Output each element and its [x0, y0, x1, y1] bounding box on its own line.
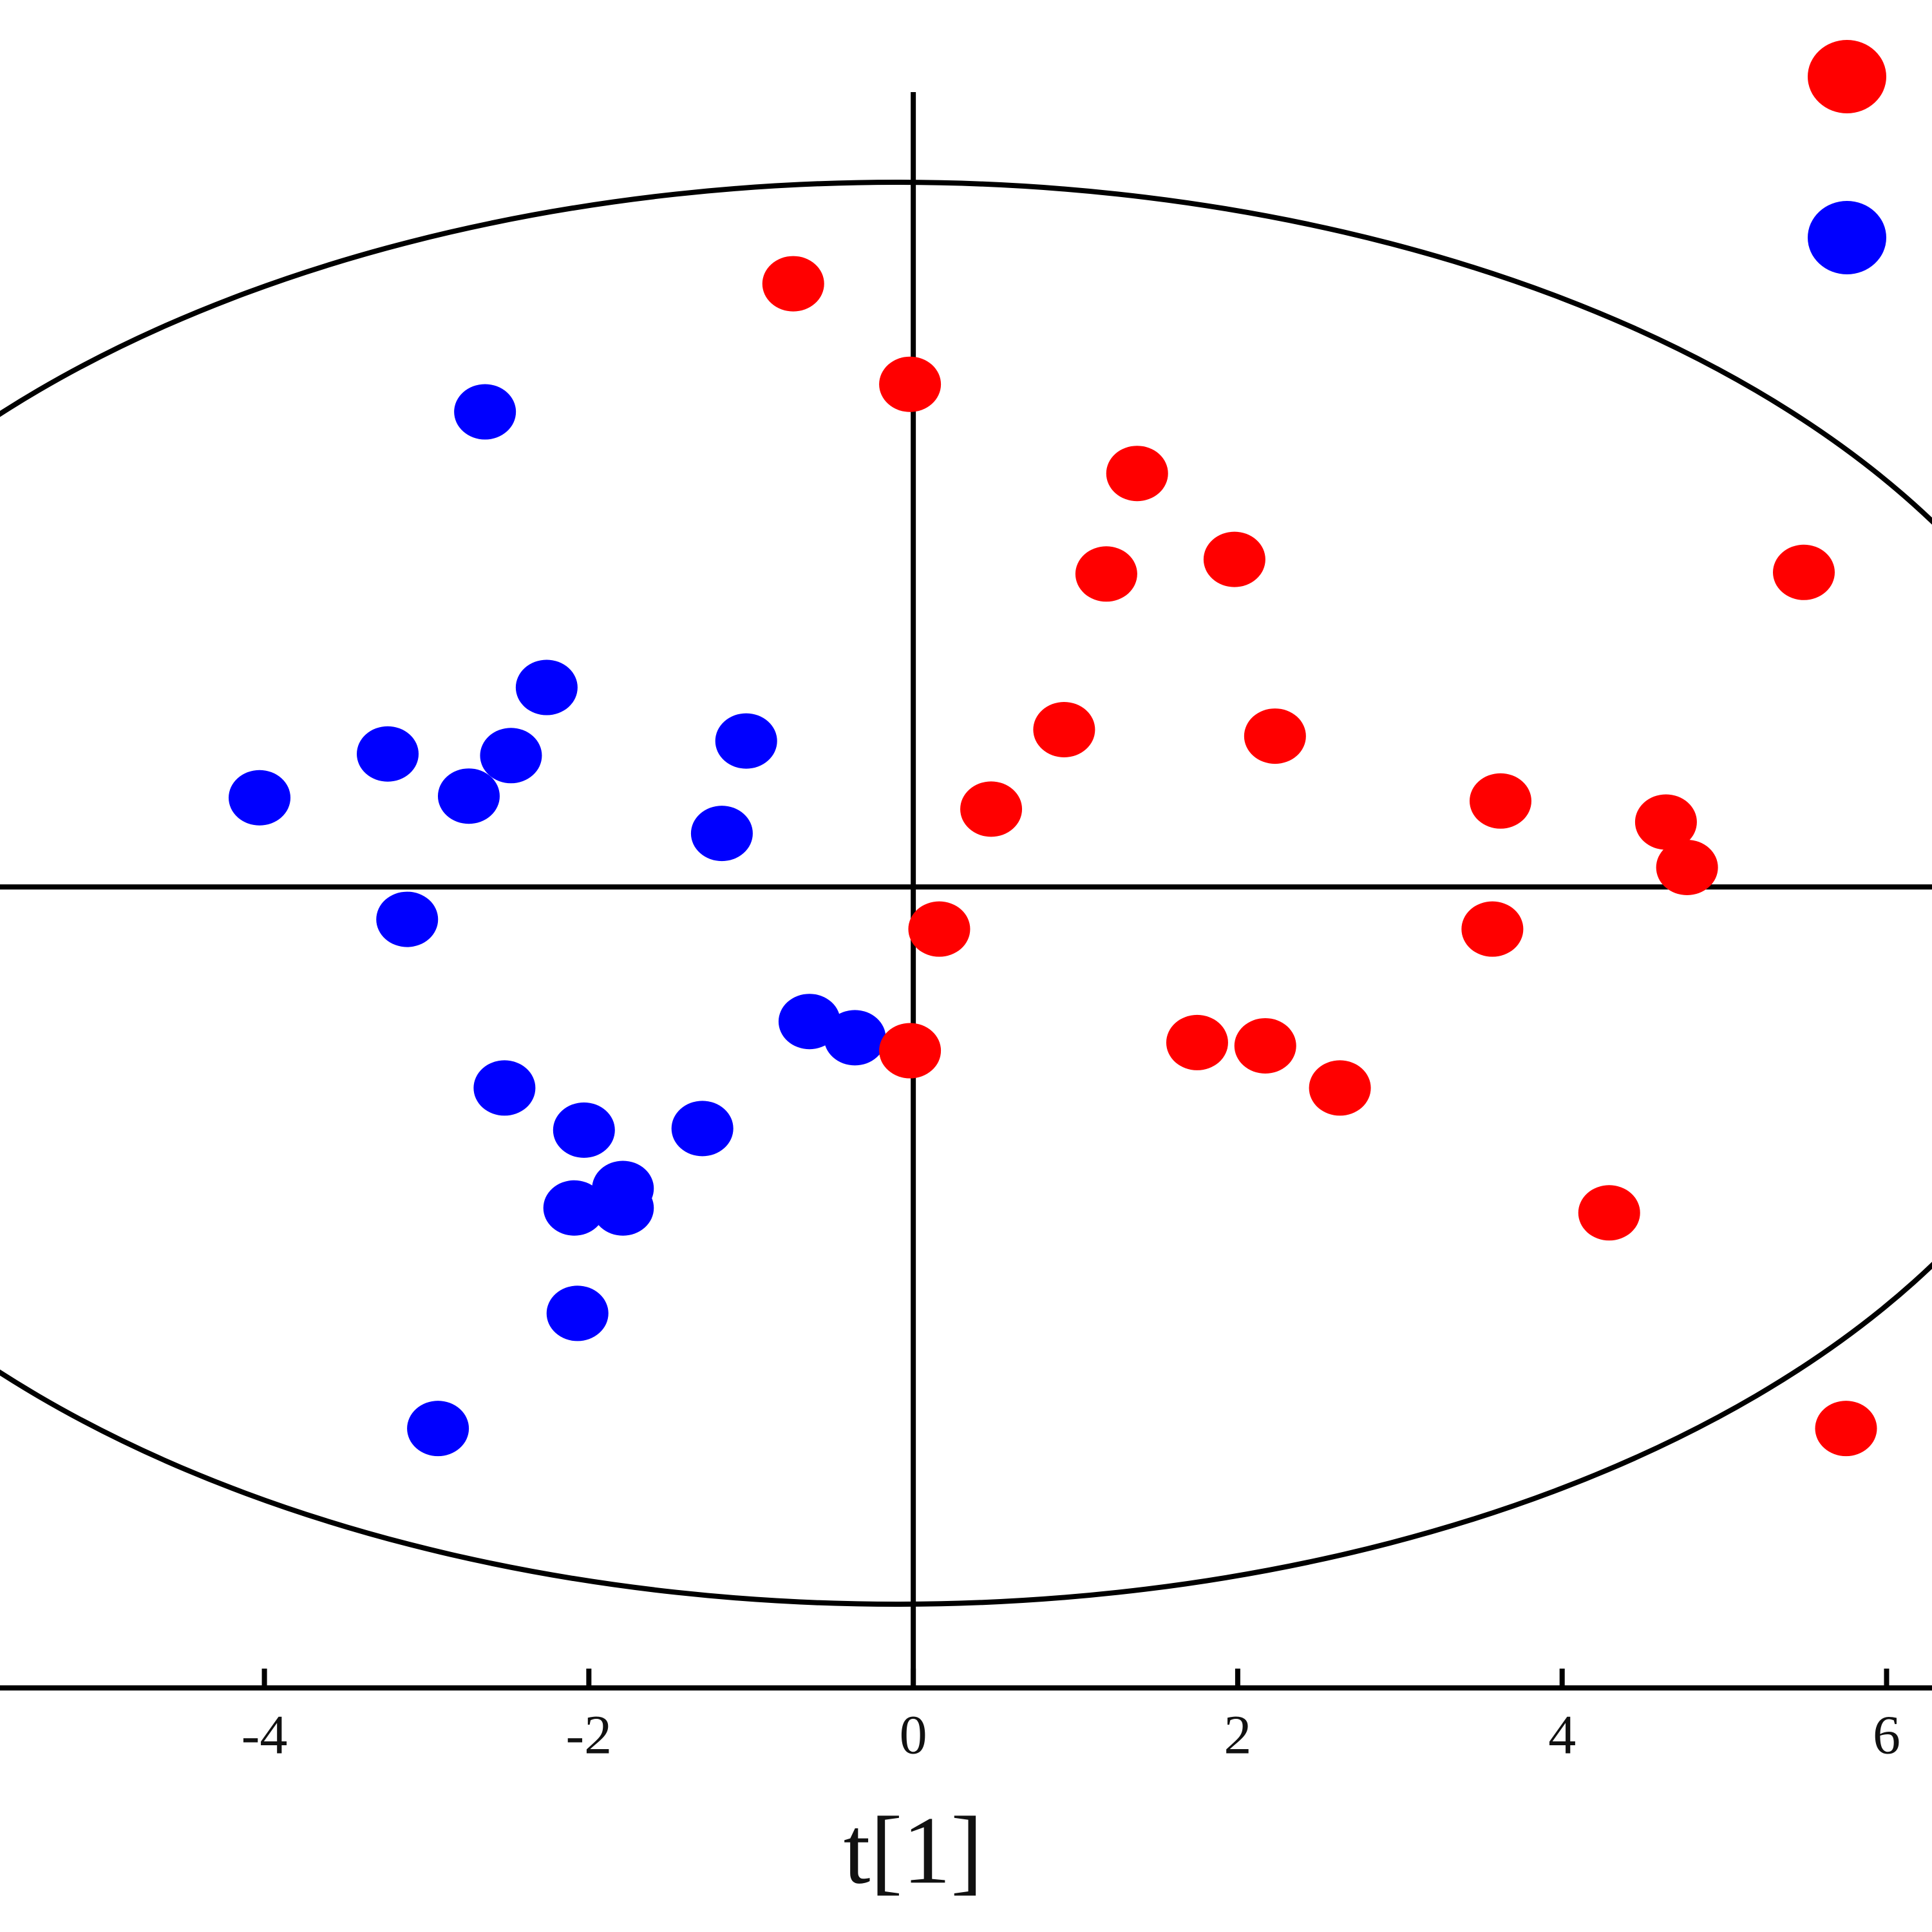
point	[1234, 1018, 1296, 1074]
point	[1815, 1401, 1877, 1457]
point	[1461, 901, 1524, 957]
point	[1578, 1185, 1640, 1241]
point	[690, 806, 753, 862]
point	[592, 1180, 654, 1236]
confidence-ellipse	[0, 180, 1932, 1607]
point	[546, 1285, 609, 1341]
point	[671, 1101, 734, 1157]
x-tick-label: 4	[1548, 1704, 1576, 1766]
point	[1203, 531, 1265, 587]
point	[437, 768, 500, 824]
x-tick-label: 6	[1873, 1704, 1900, 1766]
point	[376, 891, 439, 947]
point	[543, 1180, 605, 1236]
point	[454, 384, 516, 440]
point	[1773, 544, 1835, 600]
point	[824, 1010, 886, 1066]
x-tick-label: 2	[1224, 1704, 1251, 1766]
point	[1634, 794, 1697, 850]
point	[357, 726, 419, 782]
point	[1033, 701, 1095, 757]
point	[1309, 1060, 1371, 1116]
point	[960, 781, 1023, 837]
x-tick-label: -4	[242, 1704, 288, 1766]
point	[553, 1102, 615, 1158]
point	[407, 1401, 469, 1457]
point	[1244, 708, 1306, 764]
legend-marker	[1808, 201, 1886, 274]
point	[1166, 1014, 1228, 1070]
point	[762, 256, 824, 312]
legend-marker	[1808, 40, 1886, 113]
point	[908, 901, 971, 957]
point	[715, 713, 777, 769]
point	[1106, 446, 1168, 502]
point	[879, 356, 942, 412]
point	[229, 770, 291, 826]
point	[1469, 773, 1531, 829]
point	[1075, 546, 1137, 602]
point	[480, 728, 542, 784]
x-tick-label: -2	[566, 1704, 612, 1766]
point	[879, 1023, 942, 1079]
x-axis-label: t[1]	[844, 1797, 983, 1904]
point	[473, 1060, 536, 1116]
point	[1656, 840, 1718, 896]
point	[515, 659, 578, 715]
x-tick-label: 0	[900, 1704, 927, 1766]
